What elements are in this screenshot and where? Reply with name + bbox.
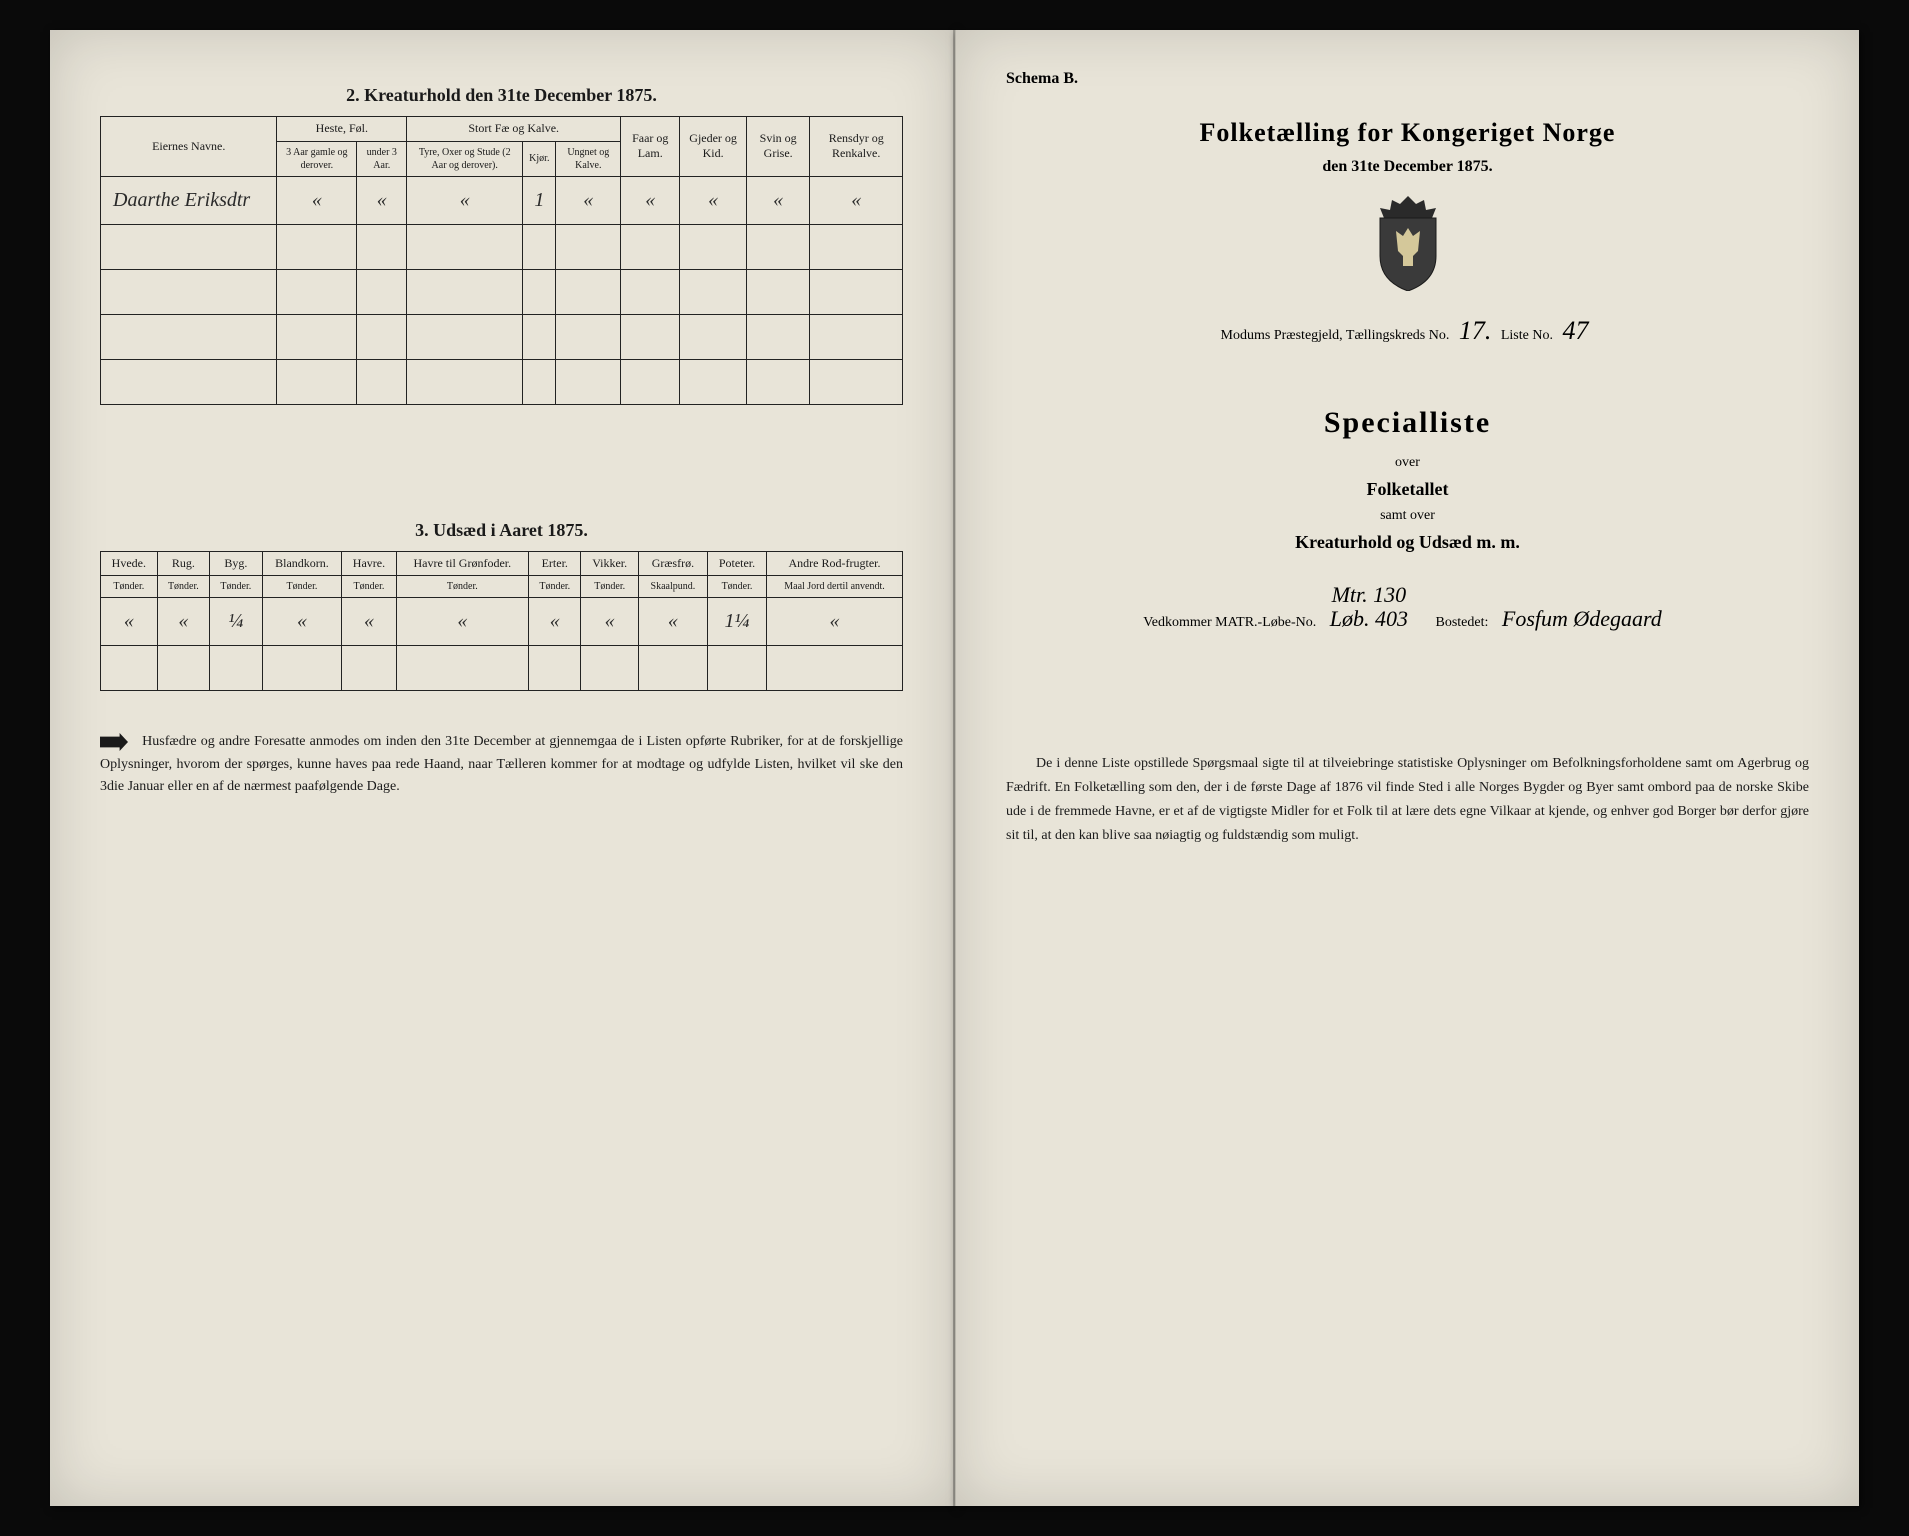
cell: « [810, 176, 903, 224]
matr-no1: Mtr. 130 [1332, 582, 1407, 607]
cell: « [767, 598, 903, 646]
census-book: 2. Kreaturhold den 31te December 1875. E… [50, 30, 1859, 1506]
table-row [101, 269, 903, 314]
table-row: « « ¼ « « « « « « 1¼ « [101, 598, 903, 646]
th-sub: Tønder. [581, 576, 638, 598]
cell: « [101, 598, 158, 646]
spec-line: Folketallet [1006, 479, 1809, 500]
th: Byg. [210, 551, 262, 576]
matr-no2: Løb. 403 [1330, 606, 1408, 631]
th: Poteter. [707, 551, 766, 576]
th-sub: Skaalpund. [638, 576, 707, 598]
pointer-icon [100, 733, 128, 751]
section2-title: 2. Kreaturhold den 31te December 1875. [100, 85, 903, 106]
th: Andre Rod-frugter. [767, 551, 903, 576]
cell: 1¼ [707, 598, 766, 646]
footnote-text: Husfædre og andre Foresatte anmodes om i… [100, 734, 903, 794]
table-row [101, 314, 903, 359]
cell: « [157, 598, 209, 646]
table-row [101, 646, 903, 691]
left-footnote: Husfædre og andre Foresatte anmodes om i… [100, 731, 903, 798]
th-cattle-sub1: Tyre, Oxer og Stude (2 Aar og derover). [407, 141, 523, 176]
section3-title: 3. Udsæd i Aaret 1875. [100, 520, 903, 541]
spec-line: Kreaturhold og Udsæd m. m. [1006, 532, 1809, 553]
matr-line: Vedkommer MATR.-Løbe-No. Mtr. 130 Løb. 4… [1006, 583, 1809, 632]
cell: « [407, 176, 523, 224]
cell: « [277, 176, 357, 224]
right-footnote: De i denne Liste opstillede Spørgsmaal s… [1006, 752, 1809, 847]
cell: « [529, 598, 581, 646]
th-owner: Eiernes Navne. [101, 117, 277, 177]
bosted-value: Fosfum Ødegaard [1492, 606, 1672, 631]
spec-line: over [1006, 455, 1809, 471]
cell: « [357, 176, 407, 224]
coat-of-arms-icon [1368, 196, 1448, 291]
table-row: Daarthe Eriksdtr « « « 1 « « « « « [101, 176, 903, 224]
th-sub: Tønder. [101, 576, 158, 598]
cell: « [680, 176, 747, 224]
owner-cell: Daarthe Eriksdtr [101, 176, 277, 224]
right-page: Schema B. Folketælling for Kongeriget No… [955, 30, 1859, 1506]
th: Havre til Grønfoder. [396, 551, 528, 576]
cell: « [396, 598, 528, 646]
spec-line: samt over [1006, 508, 1809, 524]
th-sub: Tønder. [342, 576, 396, 598]
livestock-table: Eiernes Navne. Heste, Føl. Stort Fæ og K… [100, 116, 903, 405]
list-prefix: Liste No. [1501, 328, 1553, 343]
th-reindeer: Rensdyr og Renkalve. [810, 117, 903, 177]
th-cattle: Stort Fæ og Kalve. [407, 117, 621, 142]
th-cattle-sub2: Kjør. [523, 141, 556, 176]
table-row [101, 359, 903, 404]
schema-label: Schema B. [1006, 70, 1809, 88]
table-row [101, 224, 903, 269]
th-goats: Gjeder og Kid. [680, 117, 747, 177]
th-sub: Tønder. [707, 576, 766, 598]
list-number: 47 [1556, 316, 1594, 345]
th: Hvede. [101, 551, 158, 576]
th: Havre. [342, 551, 396, 576]
th-horses-sub2: under 3 Aar. [357, 141, 407, 176]
th: Rug. [157, 551, 209, 576]
census-title: Folketælling for Kongeriget Norge [1006, 118, 1809, 148]
specialliste-title: Specialliste [1006, 406, 1809, 440]
cell: « [581, 598, 638, 646]
census-subtitle: den 31te December 1875. [1006, 158, 1809, 176]
bosted-prefix: Bostedet: [1435, 615, 1488, 630]
district-number: 17. [1453, 316, 1498, 345]
th: Græsfrø. [638, 551, 707, 576]
th-sub: Tønder. [262, 576, 342, 598]
cell: « [621, 176, 680, 224]
cell: 1 [523, 176, 556, 224]
parish-line: Modums Præstegjeld, Tællingskreds No. 17… [1006, 316, 1809, 346]
th: Vikker. [581, 551, 638, 576]
th-horses: Heste, Føl. [277, 117, 407, 142]
th: Blandkorn. [262, 551, 342, 576]
th-sub: Tønder. [210, 576, 262, 598]
th-pigs: Svin og Grise. [746, 117, 810, 177]
seed-table: Hvede. Rug. Byg. Blandkorn. Havre. Havre… [100, 551, 903, 692]
cell: « [556, 176, 621, 224]
cell: ¼ [210, 598, 262, 646]
th-sub: Tønder. [396, 576, 528, 598]
th-cattle-sub3: Ungnet og Kalve. [556, 141, 621, 176]
cell: « [262, 598, 342, 646]
parish-prefix: Modums Præstegjeld, Tællingskreds No. [1221, 328, 1450, 343]
th-sub: Tønder. [157, 576, 209, 598]
th: Erter. [529, 551, 581, 576]
matr-prefix: Vedkommer MATR.-Løbe-No. [1143, 615, 1316, 630]
cell: « [638, 598, 707, 646]
cell: « [342, 598, 396, 646]
th-sheep: Faar og Lam. [621, 117, 680, 177]
th-horses-sub1: 3 Aar gamle og derover. [277, 141, 357, 176]
th-sub: Maal Jord dertil anvendt. [767, 576, 903, 598]
th-sub: Tønder. [529, 576, 581, 598]
left-page: 2. Kreaturhold den 31te December 1875. E… [50, 30, 955, 1506]
cell: « [746, 176, 810, 224]
